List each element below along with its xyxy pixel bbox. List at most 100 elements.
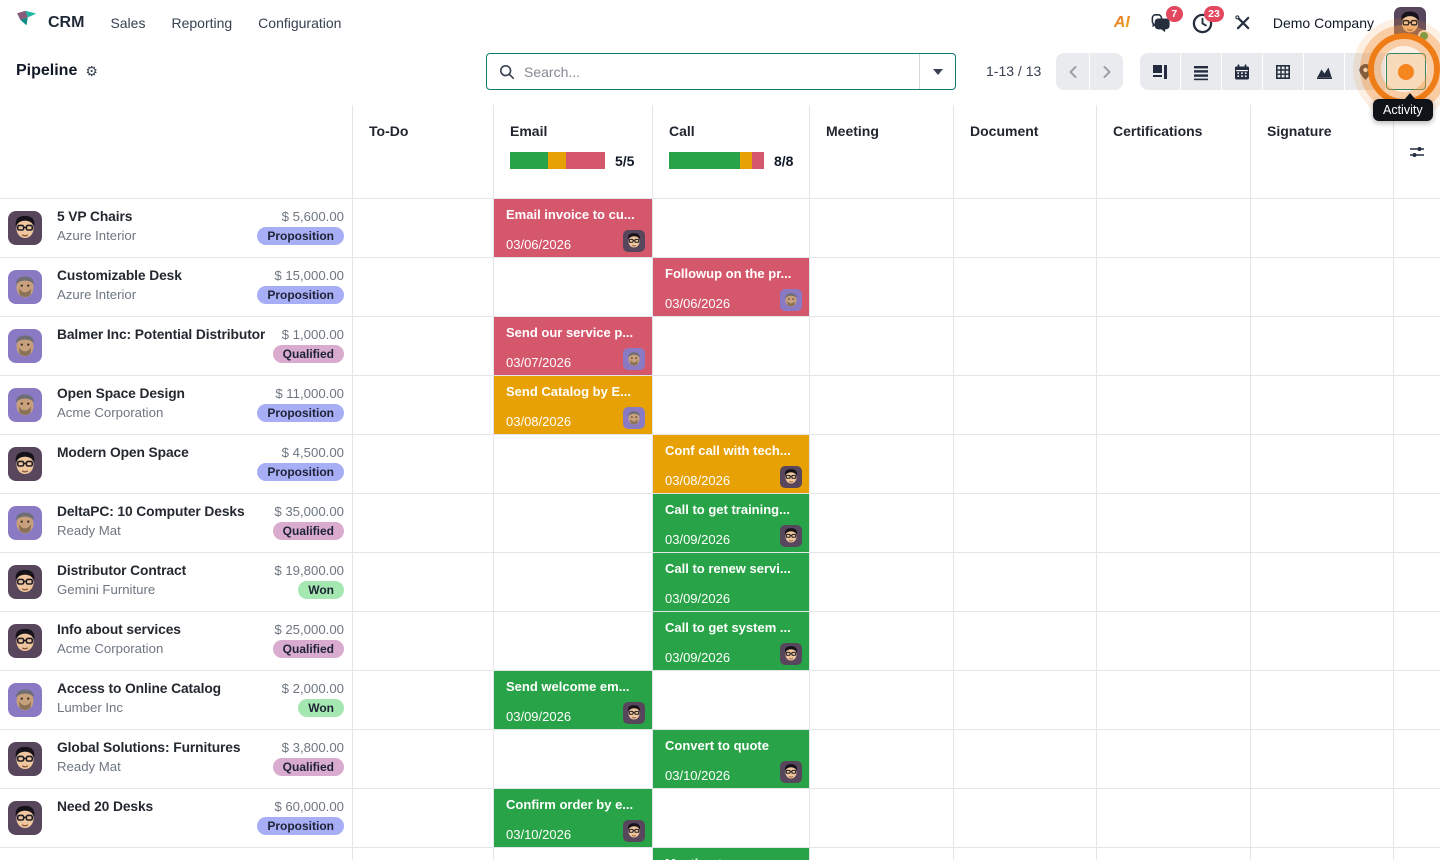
- app-name[interactable]: CRM: [48, 14, 85, 31]
- record-partner: Azure Interior: [57, 228, 137, 243]
- view-list-button[interactable]: [1181, 53, 1221, 90]
- activity-card-overdue[interactable]: Email invoice to cu... 03/06/2026: [494, 199, 652, 257]
- progress-segment-overdue[interactable]: [751, 152, 764, 169]
- signature-cell: [1251, 612, 1394, 670]
- pager-previous-button[interactable]: [1056, 53, 1089, 90]
- column-count: 5/5: [615, 152, 635, 169]
- control-panel: Pipeline ⚙ 1-13 / 13: [0, 46, 1440, 96]
- certifications-cell: [1097, 671, 1251, 729]
- signature-cell: [1251, 199, 1394, 257]
- brand[interactable]: CRM: [14, 8, 84, 38]
- user-avatar-image: [1394, 7, 1426, 39]
- view-calendar-button[interactable]: [1222, 53, 1262, 90]
- progress-segment-today[interactable]: [740, 152, 752, 169]
- call-cell: [653, 671, 810, 729]
- menu-reporting[interactable]: Reporting: [171, 15, 233, 31]
- record-cell[interactable]: Global Solutions: Furnitures Ready Mat $…: [0, 730, 353, 788]
- user-avatar[interactable]: [1394, 7, 1430, 42]
- view-kanban-button[interactable]: [1140, 53, 1180, 90]
- company-name[interactable]: Demo Company: [1272, 15, 1374, 31]
- activities-icon[interactable]: 23: [1192, 5, 1224, 34]
- view-map-button[interactable]: [1345, 53, 1385, 90]
- record-cell[interactable]: 5 VP Chairs Azure Interior $ 5,600.00 Pr…: [0, 199, 353, 257]
- view-switcher: [1140, 53, 1426, 90]
- pager-next-button[interactable]: [1090, 53, 1123, 90]
- record-cell[interactable]: Info about services Acme Corporation $ 2…: [0, 612, 353, 670]
- activity-card-planned[interactable]: Meeting t...: [653, 848, 809, 860]
- progress-segment-planned[interactable]: [510, 152, 548, 169]
- progress-segment-today[interactable]: [548, 152, 567, 169]
- adjust-columns-icon[interactable]: [1394, 105, 1440, 198]
- certifications-cell: [1097, 199, 1251, 257]
- email-cell: [494, 553, 653, 611]
- activity-avatar: [780, 525, 802, 547]
- tools-icon[interactable]: [1233, 13, 1253, 33]
- progress-segment-planned[interactable]: [669, 152, 741, 169]
- activity-card-planned[interactable]: Convert to quote 03/10/2026: [653, 730, 809, 788]
- meeting-cell: [810, 376, 954, 434]
- record-partner: Acme Corporation: [57, 405, 164, 420]
- view-activity-button[interactable]: [1386, 53, 1426, 90]
- record-partner: Azure Interior: [57, 287, 137, 302]
- record-figures: $ 60,000.00 Proposition: [257, 789, 344, 835]
- activity-card-overdue[interactable]: Followup on the pr... 03/06/2026: [653, 258, 809, 316]
- record-cell[interactable]: DeltaPC: 10 Computer Desks Ready Mat $ 3…: [0, 494, 353, 552]
- certifications-cell: [1097, 376, 1251, 434]
- signature-cell: [1251, 435, 1394, 493]
- stage-badge: Proposition: [257, 817, 344, 835]
- chevron-down-icon: [932, 68, 943, 75]
- meeting-cell: [810, 612, 954, 670]
- extra-cell: [1394, 848, 1440, 860]
- record-cell[interactable]: Open Space Design Acme Corporation $ 11,…: [0, 376, 353, 434]
- activity-card-planned[interactable]: Confirm order by e... 03/10/2026: [494, 789, 652, 847]
- record-cell[interactable]: Modern Open Space $ 4,500.00 Proposition: [0, 435, 353, 493]
- record-cell[interactable]: Distributor Contract Gemini Furniture $ …: [0, 553, 353, 611]
- certifications-cell: [1097, 494, 1251, 552]
- record-name: DeltaPC: 10 Computer Desks: [57, 504, 245, 519]
- view-graph-button[interactable]: [1304, 53, 1344, 90]
- messages-icon[interactable]: 7: [1150, 6, 1183, 33]
- gear-icon[interactable]: ⚙: [85, 62, 98, 79]
- search-icon: [499, 64, 515, 80]
- todo-cell: [353, 789, 494, 847]
- signature-cell: [1251, 671, 1394, 729]
- record-cell[interactable]: Need 20 Desks $ 60,000.00 Proposition: [0, 789, 353, 847]
- document-cell: [954, 435, 1097, 493]
- document-cell: [954, 671, 1097, 729]
- activity-card-planned[interactable]: Call to get system ... 03/09/2026: [653, 612, 809, 670]
- todo-cell: [353, 199, 494, 257]
- activity-date: 03/09/2026: [665, 532, 731, 547]
- progress-segment-overdue[interactable]: [566, 152, 605, 169]
- document-cell: [954, 494, 1097, 552]
- activity-card-today[interactable]: Send Catalog by E... 03/08/2026: [494, 376, 652, 434]
- record-info: Info about services Acme Corporation: [57, 612, 265, 656]
- activity-card-planned[interactable]: Send welcome em... 03/09/2026: [494, 671, 652, 729]
- todo-cell: [353, 671, 494, 729]
- activity-card-today[interactable]: Conf call with tech... 03/08/2026: [653, 435, 809, 493]
- record-partner: Gemini Furniture: [57, 582, 156, 597]
- menu-configuration[interactable]: Configuration: [258, 15, 342, 31]
- record-cell[interactable]: Balmer Inc: Potential Distributor $ 1,00…: [0, 317, 353, 375]
- record-figures: $ 4,500.00 Proposition: [257, 435, 344, 481]
- activity-card-planned[interactable]: Call to renew servi... 03/09/2026: [653, 553, 809, 611]
- record-amount: $ 1,000.00: [281, 327, 344, 342]
- activity-avatar: [780, 643, 802, 665]
- search-dropdown-toggle[interactable]: [919, 54, 955, 89]
- record-cell[interactable]: Access to Online Catalog Lumber Inc $ 2,…: [0, 671, 353, 729]
- activity-card-planned[interactable]: Call to get training... 03/09/2026: [653, 494, 809, 552]
- document-cell: [954, 789, 1097, 847]
- activity-card-overdue[interactable]: Send our service p... 03/07/2026: [494, 317, 652, 375]
- extra-cell: [1394, 789, 1440, 847]
- extra-cell: [1394, 730, 1440, 788]
- view-pivot-button[interactable]: [1263, 53, 1303, 90]
- ai-icon[interactable]: AI: [1113, 14, 1130, 31]
- column-header-email: Email 5/5: [494, 105, 653, 198]
- pipeline-row: Access to Online Catalog Lumber Inc $ 2,…: [0, 671, 1440, 730]
- column-header-certifications: Certifications: [1097, 105, 1251, 198]
- record-cell[interactable]: Customizable Desk Azure Interior $ 15,00…: [0, 258, 353, 316]
- record-amount: $ 4,500.00: [281, 445, 344, 460]
- menu-sales[interactable]: Sales: [110, 15, 146, 31]
- activity-date: 03/08/2026: [665, 473, 731, 488]
- search-input[interactable]: [524, 63, 919, 80]
- activities-badge: 23: [1204, 5, 1224, 22]
